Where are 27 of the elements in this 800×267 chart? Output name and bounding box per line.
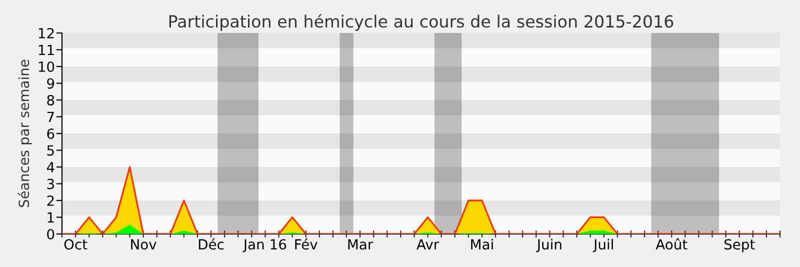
y-tick-label: 7 [47,112,54,122]
y-tick-label: 12 [38,28,54,38]
y-tick-label: 2 [47,195,54,206]
y-tick-label: 5 [47,145,54,156]
y-tick-label: 9 [47,78,54,89]
y-tick-label: 3 [47,178,54,190]
x-tick-label: Nov [131,239,156,250]
x-tick-label: Sept [724,239,755,252]
x-tick-label: Fév [295,238,318,250]
x-tick-label: Déc [198,238,224,250]
y-tick-label: 11 [38,44,54,56]
x-tick-label: Oct [64,239,88,250]
y-tick-label: 10 [38,61,54,72]
x-tick-label: Jan 16 [242,239,286,252]
x-tick-label: Avr [416,239,440,250]
x-tick-label: Juin [536,238,562,252]
y-tick-label: 8 [47,94,54,106]
x-tick-label: Août [656,238,688,250]
y-tick-label: 6 [47,128,54,139]
x-tick-label: Juil [592,238,613,252]
y-tick-label: 0 [47,228,54,240]
y-axis-title: Séances par semaine [18,60,32,208]
x-tick-label: Mar [348,239,374,250]
x-tick-label: Mai [471,238,493,250]
y-tick-label: 4 [46,162,54,172]
y-tick-label: 1 [48,212,54,223]
chart-title: Participation en hémicycle au cours de la session 2015-2016 [169,14,674,31]
